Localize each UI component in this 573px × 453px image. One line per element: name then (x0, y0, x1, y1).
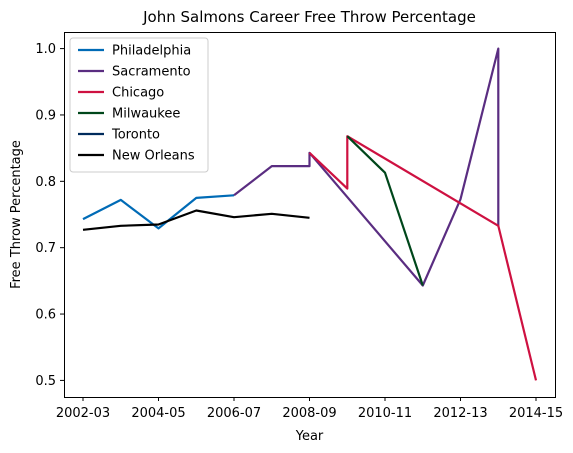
y-axis-ticks: 0.5 0.6 0.7 0.8 0.9 1.0 (35, 42, 64, 389)
y-tick-label: 0.7 (35, 241, 56, 256)
series-line-milwaukee (346, 135, 424, 286)
x-tick-label: 2012-13 (433, 406, 487, 421)
legend-entry-label: Sacramento (112, 65, 191, 80)
legend-entry-label: New Orleans (112, 149, 195, 164)
series-line-chicago (308, 135, 538, 381)
legend: Philadelphia Sacramento Chicago Milwaukee To… (69, 37, 209, 173)
legend-entry-label: Toronto (111, 128, 160, 143)
legend-entry-label: Chicago (112, 86, 164, 101)
chart-title: John Salmons Career Free Throw Percentag… (142, 8, 476, 26)
y-tick-label: 0.6 (35, 308, 56, 323)
x-axis-ticks: 2002-03 2004-05 2006-07 2008-09 2010-11 2012-… (56, 397, 563, 421)
x-axis-label: Year (295, 429, 324, 444)
y-tick-label: 1.0 (35, 42, 56, 57)
x-tick-label: 2008-09 (282, 406, 336, 421)
legend-box (69, 37, 209, 173)
legend-entry-label: Philadelphia (112, 44, 191, 59)
x-tick-label: 2006-07 (207, 406, 261, 421)
x-tick-label: 2014-15 (509, 406, 563, 421)
y-tick-label: 0.8 (35, 175, 56, 190)
y-tick-label: 0.9 (35, 108, 56, 123)
series-line-new-orleans (82, 209, 310, 231)
y-tick-label: 0.5 (35, 374, 56, 389)
x-tick-label: 2010-11 (358, 406, 412, 421)
series-line-philadelphia (82, 194, 235, 230)
series-line-sacramento (233, 47, 500, 287)
series-layer (82, 47, 538, 381)
x-tick-label: 2004-05 (131, 406, 185, 421)
x-tick-label: 2002-03 (56, 406, 110, 421)
legend-entry-label: Milwaukee (112, 107, 180, 122)
y-axis-label: Free Throw Percentage (9, 140, 24, 289)
